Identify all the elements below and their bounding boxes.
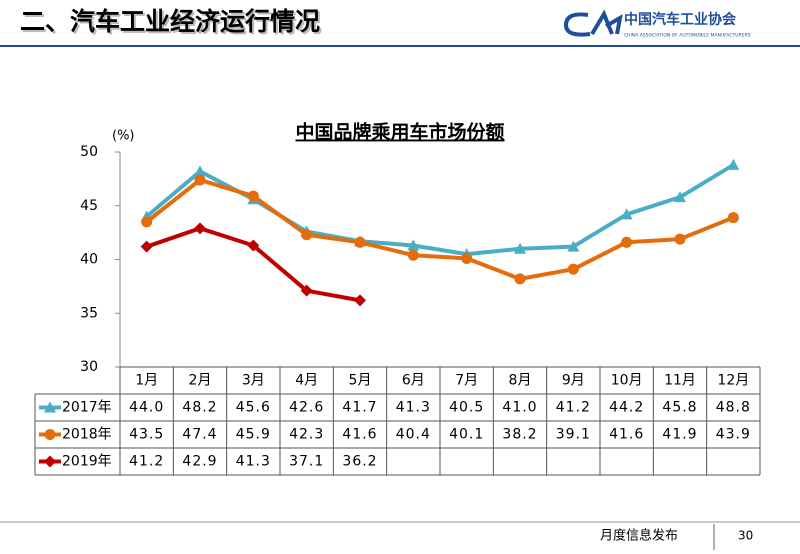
legend-label: 2017年 [62,400,112,416]
table-value: 41.2 [556,400,591,416]
table-value: 42.3 [289,427,324,443]
table-value: 44.2 [609,400,644,416]
table-value: 42.9 [182,454,217,470]
table-value: 41.0 [502,400,537,416]
table-value: 41.6 [342,427,377,443]
marker [620,208,633,220]
title-shadow: 二、汽车工业经济运行情况 [22,9,322,38]
legend-label: 2018年 [62,427,112,443]
y-tick-label: 35 [80,305,98,321]
table-value: 45.6 [236,400,271,416]
table-value: 44.0 [129,400,164,416]
logo [563,9,623,37]
marker [407,239,420,251]
marker [44,429,56,440]
y-unit: (%) [112,129,135,144]
series-line [145,177,735,281]
x-tick-label: 8月 [509,373,532,389]
marker [674,233,686,245]
marker [140,240,153,253]
table-value: 41.6 [609,427,644,443]
marker [514,273,526,285]
table-value: 41.2 [129,454,164,470]
table-value: 47.4 [182,427,217,443]
chart-title: 中国品牌乘用车市场份额 [295,121,504,144]
x-tick-label: 5月 [349,373,372,389]
marker [407,249,419,261]
x-tick-label: 7月 [455,373,478,389]
table-value: 38.2 [502,427,537,443]
y-tick-label: 45 [80,198,98,214]
x-tick-label: 10月 [611,373,643,389]
x-tick-label: 2月 [189,373,212,389]
marker [621,236,633,248]
table-value: 45.8 [662,400,697,416]
org-name-en: CHINA ASSOCIATION OF AUTOMOBILE MANUFACT… [624,33,751,39]
marker [674,191,686,203]
marker [727,158,740,170]
marker [354,236,366,248]
marker [44,455,56,468]
marker [727,212,739,224]
page-number: 30 [738,529,753,543]
table-value: 41.3 [236,454,271,470]
marker [461,252,473,264]
y-tick-label: 50 [80,144,98,160]
org-name: 中国汽车工业协会 [624,11,737,28]
table-value: 41.7 [342,400,377,416]
table-value: 41.9 [662,427,697,443]
table-value: 37.1 [289,454,324,470]
legend-label: 2019年 [62,454,112,470]
table-value: 40.5 [449,400,484,416]
marker [194,165,206,177]
marker [247,239,260,252]
marker [300,284,313,297]
x-tick-label: 6月 [402,373,425,389]
table-value: 43.5 [129,427,164,443]
x-tick-label: 3月 [242,373,265,389]
slide-title: 二、汽车工业经济运行情况 [20,7,320,36]
marker [194,174,206,186]
table-value: 40.4 [396,427,431,443]
marker [514,242,526,254]
x-tick-label: 1月 [135,373,158,389]
x-tick-label: 11月 [664,373,696,389]
table-value: 39.1 [556,427,591,443]
marker [567,263,579,275]
x-tick-label: 12月 [717,373,749,389]
x-tick-label: 4月 [295,373,318,389]
y-tick-label: 40 [80,252,98,268]
marker [194,222,206,235]
table-value: 43.9 [716,427,751,443]
marker [44,401,56,413]
table-value: 40.1 [449,427,484,443]
marker [301,229,313,241]
table-value: 48.2 [182,400,217,416]
marker [247,190,259,202]
table-value: 41.3 [396,400,431,416]
marker [567,240,580,252]
x-tick-label: 9月 [562,373,585,389]
table-value: 48.8 [716,400,751,416]
table-value: 42.6 [289,400,324,416]
footer-label: 月度信息发布 [600,528,678,544]
table-value: 45.9 [236,427,271,443]
y-tick-label: 30 [80,359,98,375]
table-value: 36.2 [342,454,377,470]
marker [141,216,153,228]
marker [354,294,366,307]
